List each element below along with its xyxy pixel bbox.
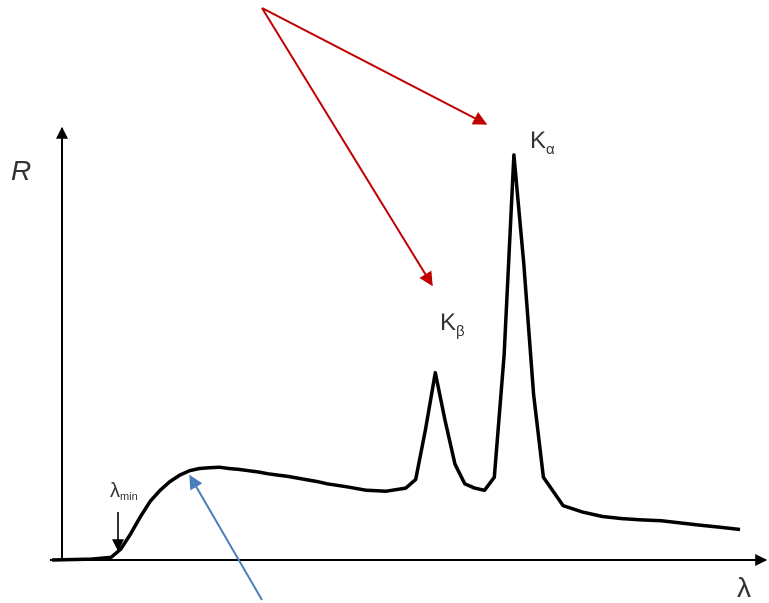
lambda-min-main: λ <box>110 480 120 502</box>
k-alpha-sub: α <box>546 141 555 158</box>
x-axis-label: λ <box>737 572 751 603</box>
k-beta-main: K <box>440 309 456 336</box>
annotation-arrow-k-beta <box>261 7 433 287</box>
spectrum-line <box>51 153 741 562</box>
k-alpha-label: Kα <box>530 127 555 158</box>
lambda-min-label: λmin <box>110 480 138 503</box>
k-alpha-main: K <box>530 127 546 154</box>
y-axis-label: R <box>11 155 31 186</box>
annotation-arrow-k-alpha <box>261 7 488 125</box>
k-beta-label: Kβ <box>440 309 465 340</box>
lambda-min-sub: min <box>120 491 138 503</box>
k-beta-sub: β <box>456 323 465 340</box>
annotation-arrow-continuum <box>189 474 263 601</box>
